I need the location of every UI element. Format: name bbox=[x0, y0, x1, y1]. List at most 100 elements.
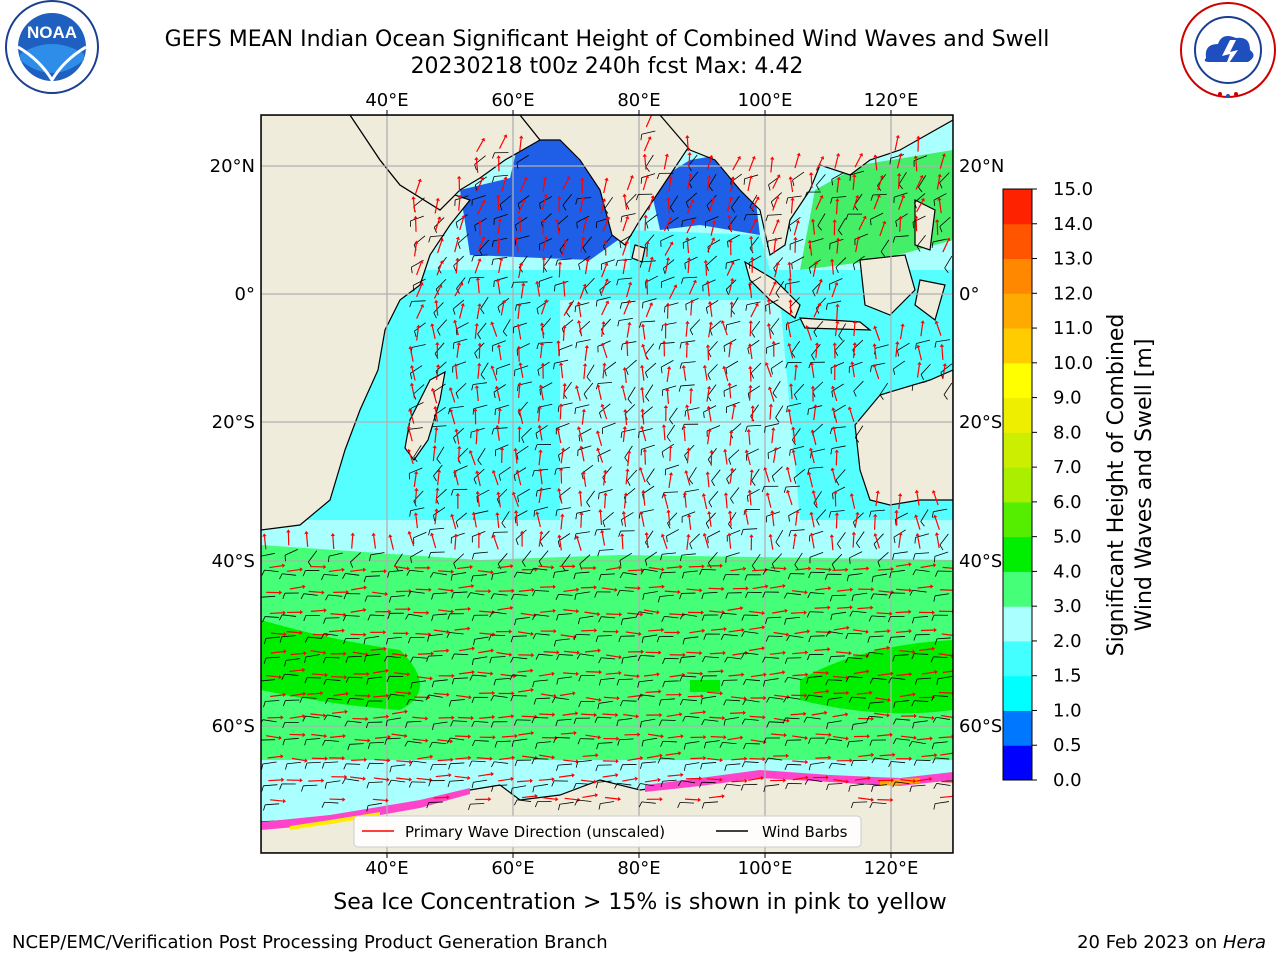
wave-arrow bbox=[667, 200, 671, 214]
wind-barb bbox=[492, 571, 507, 575]
wind-barb-flag bbox=[725, 289, 729, 296]
wave-arrow-head bbox=[804, 590, 808, 595]
wind-barb bbox=[731, 195, 740, 208]
wave-arrow-head bbox=[530, 631, 534, 636]
wind-barb-flag bbox=[556, 614, 559, 621]
wind-barb bbox=[786, 592, 801, 596]
wind-barb-flag bbox=[666, 536, 668, 543]
wind-barb bbox=[579, 615, 594, 619]
wind-barb bbox=[727, 656, 742, 660]
wave-arrow-head bbox=[330, 533, 336, 537]
wind-barb bbox=[661, 443, 675, 453]
wave-arrow-head bbox=[625, 215, 630, 220]
wave-arrow-head bbox=[788, 299, 793, 303]
wind-barb bbox=[623, 655, 638, 659]
wave-arrow bbox=[686, 536, 689, 550]
wave-arrow-head bbox=[516, 345, 522, 349]
wave-arrow-head bbox=[539, 322, 545, 326]
wave-arrow bbox=[768, 301, 771, 315]
wind-barb bbox=[513, 656, 528, 660]
wind-barb-flag bbox=[765, 617, 768, 624]
wind-barb-flag bbox=[787, 573, 791, 580]
wave-arrow-head bbox=[770, 510, 775, 514]
wave-arrow bbox=[831, 537, 834, 551]
wind-barb-flag bbox=[433, 312, 437, 319]
wind-barb-flag bbox=[807, 654, 810, 661]
wave-arrow bbox=[810, 175, 813, 189]
wind-barb bbox=[785, 485, 800, 488]
wave-arrow-head bbox=[773, 446, 778, 451]
wave-arrow bbox=[648, 629, 662, 632]
wave-arrow-head bbox=[688, 387, 694, 391]
wind-barb bbox=[893, 551, 908, 555]
wave-arrow bbox=[685, 472, 691, 486]
wind-barb-flag bbox=[656, 636, 660, 643]
lon-label-bottom: 80°E bbox=[617, 858, 660, 879]
colorbar-segment bbox=[1003, 467, 1032, 503]
wind-barb bbox=[535, 633, 550, 636]
wind-barb-flag bbox=[845, 633, 849, 640]
wave-arrow-head bbox=[791, 426, 796, 430]
wind-barb-flag bbox=[413, 500, 417, 507]
wave-arrow bbox=[915, 517, 921, 530]
wave-arrow-head bbox=[575, 535, 580, 539]
wind-barb bbox=[666, 529, 679, 537]
wind-barb bbox=[707, 530, 721, 538]
wind-barb-flag bbox=[387, 613, 391, 620]
wind-barb-flag bbox=[470, 575, 474, 582]
wind-barb-flag bbox=[410, 373, 413, 380]
wave-arrow-head bbox=[481, 199, 486, 204]
wave-arrow bbox=[874, 366, 880, 380]
colorbar-segment bbox=[1003, 571, 1032, 607]
wave-arrow bbox=[857, 607, 871, 610]
wave-arrow-head bbox=[323, 564, 327, 570]
wave-arrow bbox=[815, 733, 829, 736]
wave-arrow bbox=[899, 326, 904, 340]
wave-arrow-head bbox=[302, 667, 306, 673]
wind-barb bbox=[433, 613, 448, 616]
wave-arrow bbox=[477, 493, 480, 507]
wave-arrow bbox=[899, 650, 913, 653]
wave-arrow bbox=[774, 264, 779, 278]
wind-barb bbox=[554, 569, 569, 573]
wave-arrow-head bbox=[701, 493, 707, 497]
wave-arrow bbox=[541, 196, 547, 210]
wind-barb bbox=[515, 217, 528, 226]
wave-arrow-head bbox=[414, 487, 419, 491]
wind-barb bbox=[285, 658, 300, 661]
wave-arrow bbox=[350, 609, 364, 613]
wave-arrow-head bbox=[685, 404, 690, 408]
wind-barb bbox=[491, 656, 506, 658]
wave-arrow bbox=[643, 609, 657, 613]
wave-arrow-head bbox=[475, 470, 480, 474]
wind-barb bbox=[788, 508, 802, 516]
wave-arrow bbox=[831, 261, 834, 275]
wave-arrow-head bbox=[831, 426, 837, 430]
wind-barb-flag bbox=[410, 682, 413, 689]
wind-barb-flag bbox=[808, 362, 812, 369]
wave-arrow bbox=[745, 511, 749, 525]
wave-arrow bbox=[623, 513, 627, 527]
wind-barb bbox=[558, 613, 573, 616]
wind-barb-flag bbox=[679, 657, 682, 664]
wave-arrow bbox=[851, 364, 855, 378]
wind-barb bbox=[621, 213, 636, 217]
wind-barb-flag bbox=[604, 370, 607, 377]
wave-arrow-head bbox=[511, 491, 517, 496]
wind-barb-flag bbox=[877, 561, 881, 568]
wave-arrow bbox=[434, 429, 437, 443]
wind-barb-flag bbox=[931, 511, 934, 518]
wind-barb bbox=[790, 529, 805, 532]
wave-arrow-head bbox=[879, 175, 884, 179]
wind-barb bbox=[684, 636, 699, 639]
wave-arrow bbox=[770, 159, 773, 173]
wind-barb-flag bbox=[669, 207, 675, 213]
wave-arrow-head bbox=[435, 364, 441, 368]
wind-barb-flag bbox=[726, 478, 730, 485]
wave-arrow bbox=[562, 178, 570, 191]
wave-arrow-head bbox=[807, 471, 812, 476]
wind-barb bbox=[870, 212, 884, 220]
wave-arrow-head bbox=[749, 534, 754, 538]
wind-barb bbox=[832, 196, 847, 199]
wave-arrow-head bbox=[362, 567, 367, 573]
